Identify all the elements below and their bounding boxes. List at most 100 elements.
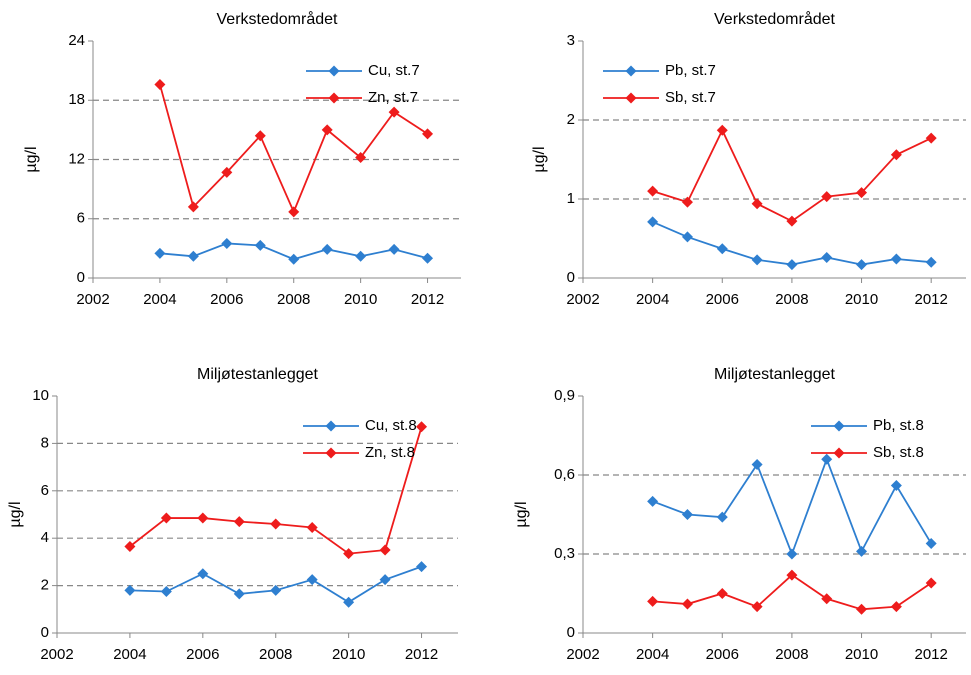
y-tick-label: 0,6	[554, 466, 575, 483]
y-tick-label: 3	[567, 32, 575, 49]
y-tick-label: 18	[68, 91, 85, 108]
data-point	[751, 458, 763, 470]
y-tick-label: 4	[41, 529, 49, 546]
y-axis-label: µg/l	[7, 501, 24, 527]
y-tick-label: 0	[567, 269, 575, 286]
data-point	[716, 243, 728, 255]
data-point	[422, 128, 434, 140]
data-point	[890, 480, 902, 492]
chart-title: Verkstedområdet	[714, 10, 836, 28]
data-point	[856, 187, 868, 199]
legend-marker	[833, 447, 845, 459]
data-point	[925, 537, 937, 549]
data-point	[681, 231, 693, 243]
data-point	[355, 152, 367, 164]
data-point	[647, 495, 659, 507]
legend-marker	[625, 65, 637, 77]
data-point	[647, 185, 659, 197]
data-point	[388, 243, 400, 255]
y-tick-label: 1	[567, 190, 575, 207]
data-point	[321, 124, 333, 136]
data-point	[154, 247, 166, 259]
legend-label: Zn, st.7	[368, 89, 418, 106]
y-tick-label: 0,9	[554, 387, 575, 404]
data-point	[422, 252, 434, 264]
data-point	[751, 254, 763, 266]
data-point	[416, 561, 428, 573]
data-point	[379, 544, 391, 556]
data-point	[343, 596, 355, 608]
y-tick-label: 0	[41, 624, 49, 641]
data-point	[306, 574, 318, 586]
x-tick-label: 2010	[845, 646, 878, 663]
series-line	[652, 221, 932, 266]
x-tick-label: 2004	[143, 291, 176, 308]
data-point	[254, 239, 266, 251]
y-tick-label: 0	[77, 269, 85, 286]
data-point	[233, 516, 245, 528]
x-tick-label: 2010	[344, 291, 377, 308]
y-axis-label: µg/l	[23, 146, 40, 172]
data-point	[821, 593, 833, 605]
data-point	[856, 545, 868, 557]
data-point	[751, 198, 763, 210]
y-axis-label: µg/l	[531, 146, 548, 172]
chart-title: Verkstedområdet	[217, 10, 339, 28]
legend-label: Sb, st.7	[665, 89, 716, 106]
legend-marker	[328, 65, 340, 77]
data-point	[343, 548, 355, 560]
legend-marker	[833, 420, 845, 432]
legend-label: Zn, st.8	[365, 444, 415, 461]
y-tick-label: 10	[32, 387, 49, 404]
data-point	[160, 586, 172, 598]
x-tick-label: 2006	[186, 646, 219, 663]
data-point	[233, 588, 245, 600]
x-tick-label: 2012	[411, 291, 444, 308]
data-point	[681, 196, 693, 208]
data-point	[890, 253, 902, 265]
y-tick-label: 8	[41, 434, 49, 451]
data-point	[321, 243, 333, 255]
data-point	[821, 453, 833, 465]
data-point	[221, 166, 233, 178]
data-point	[786, 569, 798, 581]
data-point	[856, 603, 868, 615]
x-tick-label: 2006	[210, 291, 243, 308]
data-point	[786, 548, 798, 560]
x-tick-label: 2002	[566, 646, 599, 663]
x-tick-label: 2012	[914, 646, 947, 663]
data-point	[751, 601, 763, 613]
series-line	[652, 456, 932, 557]
y-tick-label: 2	[567, 111, 575, 128]
data-point	[716, 124, 728, 136]
chart-title: Miljøtestanlegget	[197, 366, 319, 383]
data-point	[925, 132, 937, 144]
data-point	[821, 191, 833, 203]
x-tick-label: 2010	[332, 646, 365, 663]
data-point	[197, 512, 209, 524]
data-point	[786, 215, 798, 227]
data-point	[306, 522, 318, 534]
data-point	[124, 540, 136, 552]
data-point	[890, 149, 902, 161]
y-tick-label: 6	[41, 482, 49, 499]
x-tick-label: 2004	[636, 291, 669, 308]
legend-label: Cu, st.8	[365, 417, 417, 434]
data-point	[890, 601, 902, 613]
data-point	[856, 259, 868, 271]
x-tick-label: 2012	[405, 646, 438, 663]
data-point	[925, 577, 937, 589]
y-tick-label: 24	[68, 32, 85, 49]
x-tick-label: 2006	[706, 291, 739, 308]
data-point	[124, 584, 136, 596]
data-point	[716, 511, 728, 523]
data-point	[786, 259, 798, 271]
x-tick-label: 2012	[914, 291, 947, 308]
data-point	[925, 256, 937, 268]
data-point	[379, 574, 391, 586]
y-tick-label: 0	[567, 624, 575, 641]
data-point	[681, 598, 693, 610]
data-point	[647, 595, 659, 607]
x-tick-label: 2002	[76, 291, 109, 308]
